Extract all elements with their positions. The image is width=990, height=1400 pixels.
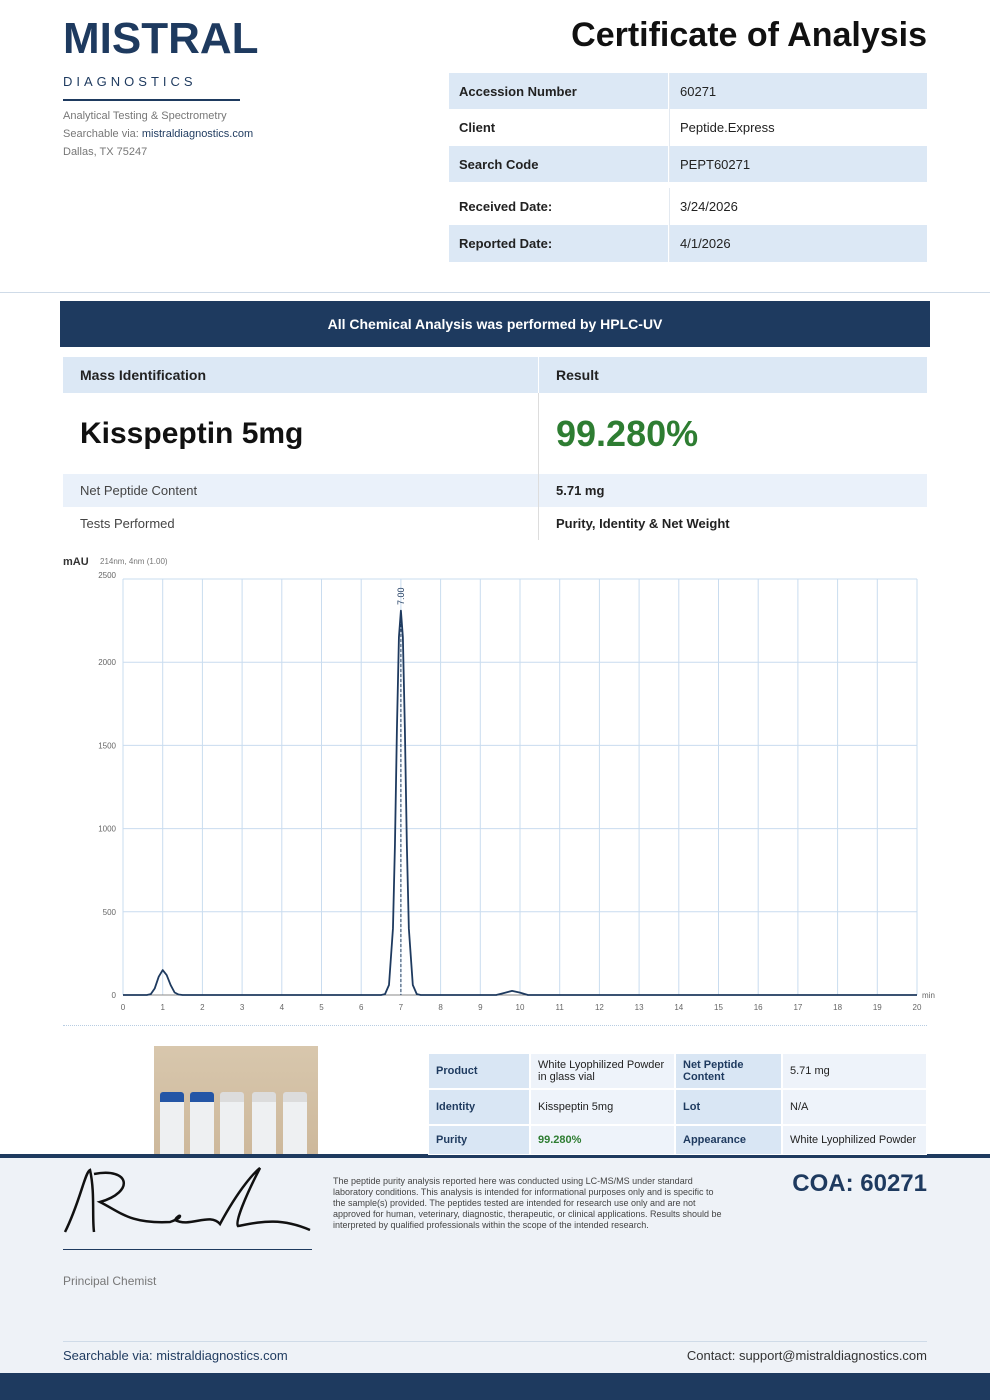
x-tick-label: 10 (516, 1003, 525, 1012)
footer-contact[interactable]: Contact: support@mistraldiagnostics.com (686, 1348, 927, 1363)
banner: All Chemical Analysis was performed by H… (60, 301, 930, 347)
doc-title: Certificate of Analysis (571, 16, 927, 54)
search-url[interactable]: mistraldiagnostics.com (141, 128, 254, 140)
x-tick-label: 12 (595, 1003, 604, 1012)
search-line: Searchable via: mistraldiagnostics.com (63, 128, 253, 140)
product-name: Kisspeptin 5mg (80, 416, 304, 450)
result-value: Purity, Identity & Net Weight (538, 507, 927, 540)
x-tick-label: 1 (160, 1003, 165, 1012)
info-label: Accession Number (449, 73, 669, 109)
info-label: Client (449, 109, 669, 146)
chart-subtitle: 214nm, 4nm (1.00) (100, 557, 168, 566)
detail-label: Lot (675, 1089, 782, 1125)
coa-number: COA: 60271 (792, 1170, 927, 1197)
info-label: Received Date: (449, 188, 669, 225)
x-tick-label: 2 (200, 1003, 205, 1012)
x-tick-label: 5 (319, 1003, 324, 1012)
y-tick-label: 500 (103, 908, 117, 917)
footer (0, 1154, 990, 1377)
info-value: 4/1/2026 (669, 225, 927, 262)
y-tick-label: 0 (112, 991, 117, 1000)
x-tick-label: 9 (478, 1003, 483, 1012)
detail-value: 99.280% (530, 1125, 675, 1155)
x-tick-label: 8 (438, 1003, 443, 1012)
vial (283, 1092, 307, 1154)
purity-result: 99.280% (538, 393, 927, 474)
detail-value: White Lyophilized Powder (782, 1125, 927, 1155)
x-tick-label: 14 (674, 1003, 683, 1012)
footer-search[interactable]: Searchable via: mistraldiagnostics.com (63, 1348, 288, 1363)
peak-label: 7.00 (396, 587, 406, 605)
info-value: 60271 (669, 73, 927, 109)
chromatogram: mAU 214nm, 4nm (1.00) 0 500 1000 1500 2000 2500… (63, 556, 935, 1012)
brand: MISTRAL (63, 14, 259, 63)
divider (0, 292, 990, 293)
x-tick-label: 7 (399, 1003, 404, 1012)
chromatogram-trace (123, 609, 917, 996)
info-value: PEPT60271 (669, 146, 927, 182)
results-header: Mass Identification (63, 357, 538, 393)
detail-label: Product (428, 1053, 530, 1089)
detail-label: Appearance (675, 1125, 782, 1155)
x-tick-label: 16 (754, 1003, 763, 1012)
info-label: Search Code (449, 146, 669, 182)
tagline: Analytical Testing & Spectrometry (63, 110, 227, 122)
result-value: 5.71 mg (538, 474, 927, 507)
x-tick-label: 19 (873, 1003, 882, 1012)
results-header: Result (538, 357, 927, 393)
detail-value: White Lyophilized Powder in glass vial (530, 1053, 675, 1089)
x-tick-label: 0 (121, 1003, 126, 1012)
result-label: Tests Performed (80, 516, 175, 531)
info-label: Reported Date: (449, 225, 669, 262)
x-tick-label: 17 (793, 1003, 802, 1012)
y-tick-label: 1500 (98, 741, 116, 750)
result-label: Net Peptide Content (63, 474, 538, 507)
signature-role: Principal Chemist (63, 1274, 157, 1288)
divider (63, 1025, 927, 1026)
x-tick-label: 20 (913, 1003, 922, 1012)
vial (160, 1092, 184, 1154)
detail-label: Purity (428, 1125, 530, 1155)
detail-label: Identity (428, 1089, 530, 1125)
search-label: Searchable via: (63, 128, 139, 140)
y-tick-label: 1000 (98, 825, 116, 834)
detail-value: Kisspeptin 5mg (530, 1089, 675, 1125)
detail-value: 5.71 mg (782, 1053, 927, 1089)
brand-rule (63, 99, 240, 101)
x-tick-label: 4 (280, 1003, 285, 1012)
detail-label: Net Peptide Content (675, 1053, 782, 1089)
x-tick-label: 18 (833, 1003, 842, 1012)
signature-rule (63, 1249, 312, 1250)
signature (63, 1167, 311, 1233)
address: Dallas, TX 75247 (63, 146, 148, 158)
y-tick-label: 2000 (98, 658, 116, 667)
vial (220, 1092, 244, 1154)
x-tick-label: 3 (240, 1003, 245, 1012)
x-axis-label: min (922, 991, 935, 1000)
info-value: 3/24/2026 (669, 188, 927, 225)
info-value: Peptide.Express (669, 109, 927, 146)
detail-value: N/A (782, 1089, 927, 1125)
signature-stroke (63, 1167, 311, 1233)
vial (252, 1092, 276, 1154)
product-photo (154, 1046, 318, 1154)
divider (63, 1341, 927, 1342)
vial (190, 1092, 214, 1154)
bottom-bar (0, 1373, 990, 1400)
y-axis-label: mAU (63, 556, 89, 568)
x-tick-label: 13 (635, 1003, 644, 1012)
x-tick-label: 15 (714, 1003, 723, 1012)
y-tick-label: 2500 (98, 571, 116, 580)
disclaimer: The peptide purity analysis reported her… (333, 1176, 722, 1230)
x-tick-label: 11 (556, 1003, 565, 1012)
x-tick-label: 6 (359, 1003, 364, 1012)
division: DIAGNOSTICS (63, 74, 197, 89)
